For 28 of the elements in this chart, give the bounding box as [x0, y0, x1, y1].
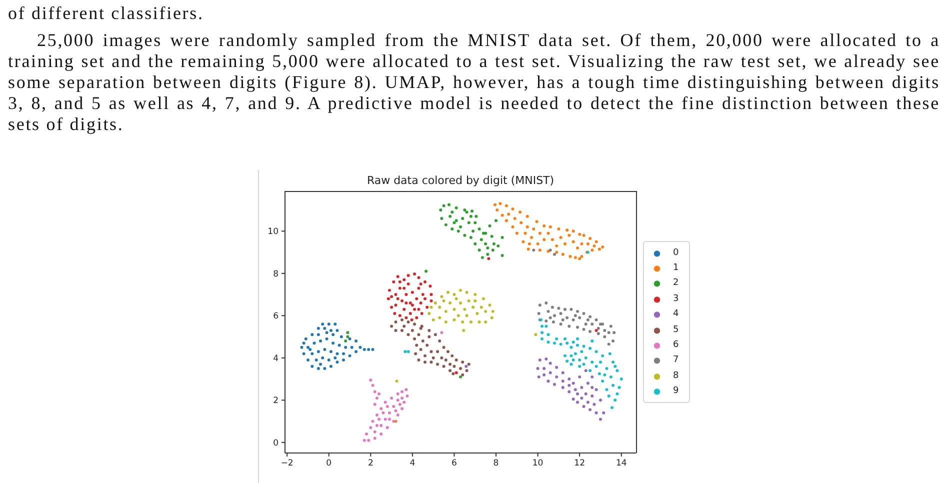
legend-label: 2	[673, 278, 679, 290]
x-tick-label: 10	[532, 458, 544, 469]
legend-label: 4	[673, 309, 679, 320]
x-tick-label: 4	[410, 458, 416, 469]
legend-label: 9	[673, 386, 679, 398]
x-tick-label: 12	[574, 458, 586, 469]
y-tick-label: 6	[273, 312, 278, 322]
y-tick-label: 0	[273, 438, 278, 448]
legend-label: 1	[673, 263, 679, 274]
x-tick-label: 8	[493, 458, 499, 469]
chart-title: Raw data colored by digit (MNIST)	[366, 174, 556, 187]
x-tick-label: 0	[326, 458, 332, 469]
legend-label: 0	[673, 248, 679, 259]
legend-label: 6	[673, 340, 679, 352]
x-tick-label: 6	[452, 458, 457, 469]
legend-label: 5	[673, 324, 679, 336]
x-tick-label: 2	[368, 458, 374, 469]
legend-label: 7	[673, 355, 679, 366]
legend-label: 8	[673, 370, 679, 382]
legend-label: 3	[673, 294, 679, 305]
y-tick-label: 10	[268, 227, 278, 238]
y-tick-label: 4	[273, 354, 278, 364]
text: 25,000 images were randomly sampled from the MNIST data set. Of them, 20,000 were allocated to a training set and the remaining 5,000 were allocated to a test set. Visualizing the raw test set, we already see some separation between digits (Figure 8). UMAP, however, has a tough time distinguishing between digits 3, 8, and 5 as well as 4, 7, and 9. A predictive model is needed to detect the fine distinction between these sets of digits.	[8, 30, 940, 134]
x-tick-label: −2	[280, 458, 294, 469]
x-tick-label: 14	[616, 458, 627, 469]
y-tick-label: 8	[273, 269, 278, 280]
text: of different classifiers.	[8, 3, 205, 24]
y-tick-label: 2	[273, 396, 278, 406]
